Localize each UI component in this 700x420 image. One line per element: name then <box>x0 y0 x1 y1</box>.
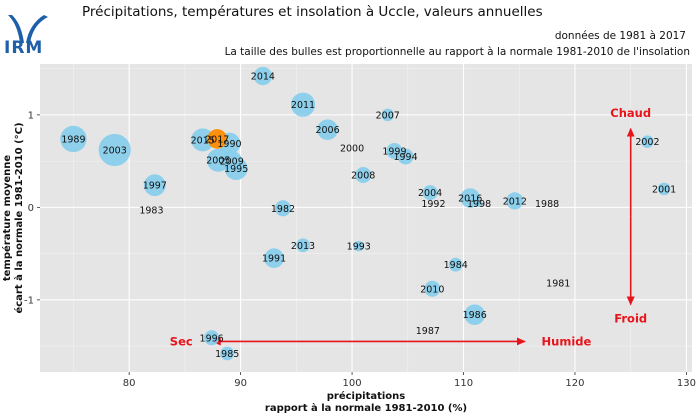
point-label-1995: 1995 <box>224 164 248 175</box>
irm-logo-icon <box>8 15 48 43</box>
point-label-1986: 1986 <box>463 310 487 321</box>
point-label-2016: 2016 <box>458 194 482 205</box>
point-label-1999: 1999 <box>382 146 406 157</box>
bubble-2011 <box>290 92 316 117</box>
y-axis-label: écart à la normale 1981-2010 (°C) <box>13 122 25 313</box>
point-label-2015: 2015 <box>191 135 215 146</box>
y-axis-label: température moyenne <box>1 155 13 282</box>
bubble-2002 <box>641 135 654 148</box>
point-label-1992: 1992 <box>421 199 445 210</box>
data-period: données de 1981 à 2017 <box>554 30 686 42</box>
annotation-froid: Froid <box>614 311 647 325</box>
bubble-2017 <box>207 129 228 149</box>
point-label-1993: 1993 <box>347 242 371 253</box>
point-label-2004: 2004 <box>418 188 442 199</box>
gridlines <box>40 64 692 372</box>
bubble-2007 <box>381 108 395 122</box>
y-tick-label: -1 <box>24 295 34 306</box>
point-label-1989: 1989 <box>61 134 85 145</box>
chart-subtitle: La taille des bulles est proportionnelle… <box>224 46 690 58</box>
x-tick-label: 130 <box>677 378 696 389</box>
bubble-2001 <box>657 182 671 196</box>
point-label-1983: 1983 <box>139 206 163 217</box>
point-label-2012: 2012 <box>503 196 527 207</box>
point-labels: 1981 1982 1983 1984 1985 1986 1987 1988 1989 1990… <box>61 72 676 360</box>
point-label-1997: 1997 <box>143 181 167 192</box>
bubble-2006 <box>317 119 338 140</box>
point-label-2010: 2010 <box>420 284 444 295</box>
bubble-1999 <box>386 142 403 159</box>
bubble-1989 <box>60 125 87 153</box>
y-tick-label: 1 <box>28 110 34 121</box>
bubble-1996 <box>204 330 220 346</box>
bubble-1985 <box>220 346 235 361</box>
point-label-1988: 1988 <box>535 199 559 210</box>
point-label-1994: 1994 <box>393 152 417 163</box>
bubble-2012 <box>506 192 524 210</box>
bubble-1993 <box>353 241 364 252</box>
point-label-2002: 2002 <box>635 137 659 148</box>
point-label-2017: 2017 <box>205 134 229 145</box>
point-label-2005: 2005 <box>206 156 230 167</box>
y-tick-label: 0 <box>28 203 34 214</box>
point-label-2011: 2011 <box>291 100 315 111</box>
point-label-1998: 1998 <box>467 199 491 210</box>
point-label-1984: 1984 <box>444 260 468 271</box>
chart-title: Précipitations, températures et insolati… <box>82 4 543 20</box>
bubble-1997 <box>143 174 166 197</box>
point-label-1985: 1985 <box>215 349 239 360</box>
axis-ticks: 80 90 100 110 120 130 -1 0 1 <box>24 110 696 389</box>
bubble-2013 <box>296 238 310 253</box>
point-label-1982: 1982 <box>271 204 295 215</box>
bubble-1991 <box>264 248 284 269</box>
point-label-1996: 1996 <box>200 333 224 344</box>
bubble-2004 <box>422 185 438 201</box>
point-label-2006: 2006 <box>315 125 339 136</box>
point-label-2009: 2009 <box>220 157 244 168</box>
annotations: Sec Humide Chaud Froid <box>170 106 651 349</box>
bubble-1986 <box>464 304 485 325</box>
point-label-1981: 1981 <box>546 279 570 290</box>
x-tick-label: 120 <box>565 378 584 389</box>
x-axis-label: précipitations <box>327 390 406 402</box>
point-label-1987: 1987 <box>416 326 440 337</box>
point-label-2007: 2007 <box>376 110 400 121</box>
x-axis-label: rapport à la normale 1981-2010 (%) <box>265 402 467 414</box>
bubble-2003 <box>98 133 131 167</box>
point-label-2000: 2000 <box>340 144 364 155</box>
annotation-chaud: Chaud <box>610 106 651 120</box>
bubble-2008 <box>355 166 372 183</box>
point-label-2003: 2003 <box>103 146 127 157</box>
x-tick-label: 90 <box>234 378 247 389</box>
x-tick-label: 80 <box>123 378 136 389</box>
annotation-sec: Sec <box>170 334 193 348</box>
bubble-1982 <box>274 200 291 217</box>
bubble-1998 <box>475 200 483 208</box>
bubble-2016 <box>460 188 481 208</box>
bubble-2014 <box>253 66 273 86</box>
point-label-1990: 1990 <box>217 139 241 150</box>
bubbles <box>60 66 671 361</box>
bubble-2015 <box>191 128 215 152</box>
x-tick-label: 110 <box>454 378 473 389</box>
bubble-2009 <box>221 150 242 172</box>
annotation-humide: Humide <box>542 334 592 348</box>
bubble-2010 <box>424 280 441 297</box>
point-label-2008: 2008 <box>351 170 375 181</box>
bubble-1984 <box>448 257 463 272</box>
plot-panel <box>40 64 692 372</box>
x-tick-label: 100 <box>343 378 362 389</box>
point-label-2001: 2001 <box>652 184 676 195</box>
point-label-2013: 2013 <box>291 241 315 252</box>
irm-logo-text: IRM <box>4 38 44 58</box>
point-label-2014: 2014 <box>251 72 275 83</box>
point-label-1991: 1991 <box>262 254 286 265</box>
